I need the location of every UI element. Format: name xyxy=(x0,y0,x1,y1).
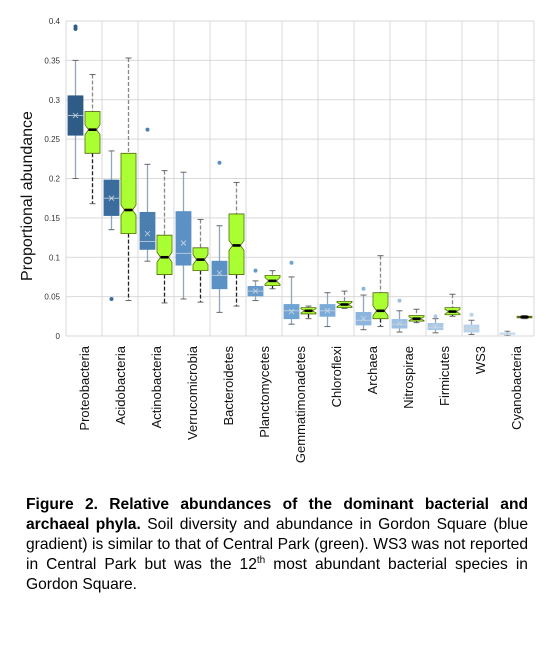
gordon-box-gemmatimonadetes xyxy=(283,260,300,325)
box-body xyxy=(84,111,101,154)
x-axis-categories: Proteobacteria Acidobacteria Actinobacteri… xyxy=(77,345,524,463)
central-box-cyanobacteria xyxy=(516,315,533,320)
figure-caption: Figure 2. Relative abundances of the dom… xyxy=(26,495,528,595)
category-label-verrucomicrobia: Verrucomicrobia xyxy=(185,345,200,440)
gordon-box-firmicutes xyxy=(427,314,444,334)
category-label-actinobacteria: Actinobacteria xyxy=(149,345,164,428)
category-label-gemmatimonadetes: Gemmatimonadetes xyxy=(293,346,308,464)
y-tick-label: 0.2 xyxy=(49,175,61,184)
y-tick-label: 0.05 xyxy=(44,293,60,302)
y-tick-label: 0.25 xyxy=(44,135,60,144)
gordon-box-archaea xyxy=(355,286,372,331)
central-box-chloroflexi xyxy=(336,290,353,309)
central-box-archaea xyxy=(372,255,389,328)
mean-marker xyxy=(288,308,295,315)
mean-marker xyxy=(360,315,367,322)
central-box-planctomycetes xyxy=(264,270,281,290)
central-box-proteobacteria xyxy=(84,74,101,205)
category-label-bacteroidetes: Bacteroidetes xyxy=(221,346,236,426)
outlier-point xyxy=(73,24,78,29)
caption-superscript: th xyxy=(256,554,266,566)
mean-marker xyxy=(72,112,79,119)
outlier-point xyxy=(217,160,222,165)
y-tick-label: 0.15 xyxy=(44,214,60,223)
gordon-box-chloroflexi xyxy=(319,292,336,328)
central-box-acidobacteria xyxy=(120,57,137,302)
box-body xyxy=(139,211,156,250)
central-box-verrucomicrobia xyxy=(192,218,209,303)
gordon-box-acidobacteria xyxy=(103,150,120,301)
category-label-acidobacteria: Acidobacteria xyxy=(113,345,128,425)
category-label-ws3: WS3 xyxy=(473,346,488,374)
caption-text-1: Soil diversity and abundance in Gordon S… xyxy=(26,516,528,573)
gordon-box-planctomycetes xyxy=(247,268,264,302)
outlier-point xyxy=(361,286,366,291)
outlier-point xyxy=(469,312,474,317)
category-label-nitrospirae: Nitrospirae xyxy=(401,346,416,409)
gridlines xyxy=(65,20,535,337)
category-label-chloroflexi: Chloroflexi xyxy=(329,346,344,408)
y-tick-label: 0.4 xyxy=(49,17,61,26)
gordon-box-ws3 xyxy=(463,312,480,335)
outlier-point xyxy=(433,314,438,319)
central-box-bacteroidetes xyxy=(228,181,245,307)
category-label-cyanobacteria: Cyanobacteria xyxy=(509,345,524,430)
y-tick-label: 0.3 xyxy=(49,96,61,105)
boxes xyxy=(67,24,533,337)
mean-marker xyxy=(252,288,259,294)
mean-marker xyxy=(468,325,475,331)
box-plot-chart: 0 0.05 0.1 0.15 0.2 0.25 0.3 0.35 0.4 Proteobact… xyxy=(19,17,535,463)
category-label-planctomycetes: Planctomycetes xyxy=(257,346,272,438)
outlier-point xyxy=(253,268,258,273)
gordon-box-cyanobacteria xyxy=(499,330,516,337)
box-body xyxy=(120,152,137,235)
mean-marker xyxy=(144,230,151,237)
category-label-proteobacteria: Proteobacteria xyxy=(77,345,92,430)
mean-marker xyxy=(180,240,187,246)
outlier-point xyxy=(109,296,114,301)
mean-marker xyxy=(216,270,223,276)
mean-marker xyxy=(108,195,115,201)
category-label-archaea: Archaea xyxy=(365,345,380,394)
box-body xyxy=(156,234,173,275)
gordon-box-bacteroidetes xyxy=(211,160,228,313)
mean-marker xyxy=(324,308,331,314)
gordon-box-proteobacteria xyxy=(67,24,84,179)
gordon-box-actinobacteria xyxy=(139,127,156,262)
outlier-point xyxy=(289,260,294,265)
caption-text-2: most abundant bacterial species in Gordo… xyxy=(26,556,528,593)
figure-label: Figure 2. Relative abundances of the dom… xyxy=(26,496,528,533)
gordon-box-verrucomicrobia xyxy=(175,171,192,300)
y-tick-label: 0.1 xyxy=(49,253,61,262)
central-box-actinobacteria xyxy=(156,170,173,304)
category-label-firmicutes: Firmicutes xyxy=(437,346,452,406)
gordon-box-nitrospirae xyxy=(391,298,408,333)
central-box-gemmatimonadetes xyxy=(300,305,317,320)
mean-marker xyxy=(504,330,511,337)
mean-marker xyxy=(432,323,439,330)
outlier-point xyxy=(397,298,402,303)
box-body xyxy=(372,292,389,320)
mean-marker xyxy=(396,320,403,327)
central-box-firmicutes xyxy=(444,293,461,317)
y-axis-label: Proportional abundance xyxy=(19,111,36,281)
box-body xyxy=(175,211,192,266)
central-box-nitrospirae xyxy=(408,308,425,324)
outlier-point xyxy=(145,127,150,132)
y-tick-label: 0.35 xyxy=(44,56,60,65)
y-tick-label: 0 xyxy=(56,332,61,341)
y-axis-ticks: 0 0.05 0.1 0.15 0.2 0.25 0.3 0.35 0.4 xyxy=(44,17,60,341)
